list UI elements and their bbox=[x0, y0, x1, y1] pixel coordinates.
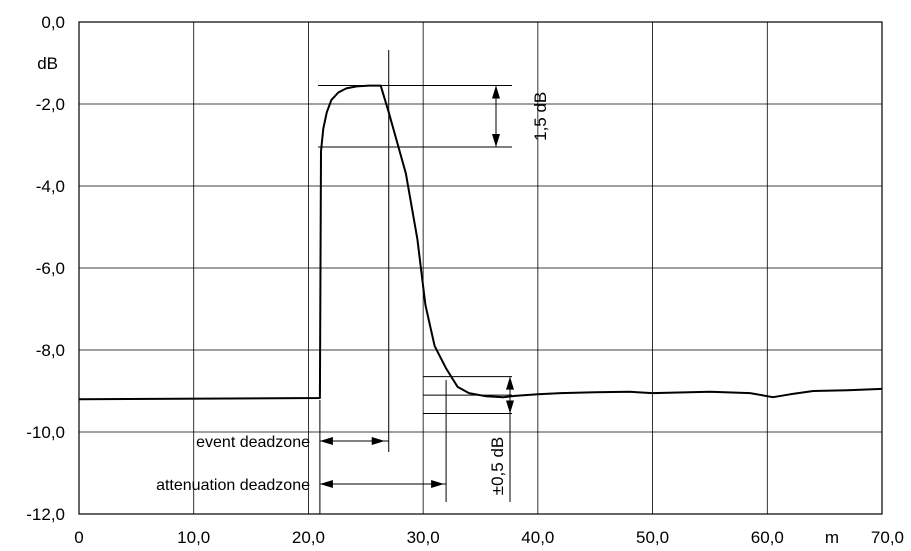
event-deadzone-label: event deadzone bbox=[196, 434, 310, 451]
arrowhead bbox=[431, 480, 445, 488]
arrowhead bbox=[492, 85, 500, 99]
y-tick-label: 0,0 bbox=[41, 13, 65, 32]
y-tick-label: -12,0 bbox=[26, 505, 65, 524]
x-tick-label: 40,0 bbox=[521, 528, 554, 547]
y-tick-label: -6,0 bbox=[36, 259, 65, 278]
x-tick-label: 60,0 bbox=[751, 528, 784, 547]
y-tick-label: -10,0 bbox=[26, 423, 65, 442]
plot-frame bbox=[78, 21, 883, 515]
y-tick-label: -2,0 bbox=[36, 95, 65, 114]
y-axis-label: dB bbox=[37, 54, 58, 73]
x-tick-label: 70,0 bbox=[871, 528, 904, 547]
annotation-1-5-db-label: 1,5 dB bbox=[531, 92, 550, 141]
y-tick-label: -8,0 bbox=[36, 341, 65, 360]
x-axis-unit: m bbox=[825, 528, 839, 547]
arrowhead bbox=[492, 134, 500, 148]
x-tick-label: 30,0 bbox=[407, 528, 440, 547]
annotations bbox=[318, 50, 514, 514]
grid-lines bbox=[78, 21, 883, 515]
x-tick-label: 20,0 bbox=[292, 528, 325, 547]
x-tick-label: 50,0 bbox=[636, 528, 669, 547]
x-tick-labels: 0 10,0 20,0 30,0 40,0 50,0 60,0 70,0 bbox=[74, 528, 904, 547]
arrowhead bbox=[506, 376, 514, 390]
attenuation-deadzone-label: attenuation deadzone bbox=[156, 477, 310, 494]
arrowhead bbox=[371, 437, 385, 445]
arrowhead bbox=[319, 480, 333, 488]
arrowhead bbox=[319, 437, 333, 445]
series-line-trace bbox=[78, 84, 883, 401]
x-tick-label: 0 bbox=[74, 528, 83, 547]
y-tick-label: -4,0 bbox=[36, 177, 65, 196]
annotation-0-5-db-label: ±0,5 dB bbox=[488, 437, 507, 495]
x-tick-label: 10,0 bbox=[177, 528, 210, 547]
arrowhead bbox=[506, 400, 514, 414]
y-tick-labels: 0,0 -2,0 -4,0 -6,0 -8,0 -10,0 -12,0 bbox=[26, 13, 65, 524]
